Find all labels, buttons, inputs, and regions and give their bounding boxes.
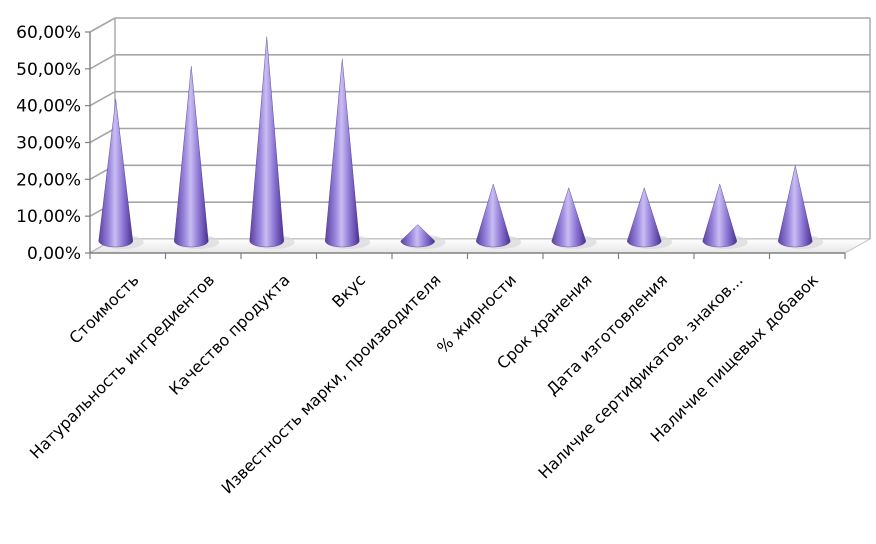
cone-2: [174, 66, 209, 248]
cone-1: [98, 99, 133, 248]
y-tick-label: 30,00%: [16, 134, 81, 154]
gridline-side: [89, 90, 116, 107]
y-tick-label: 40,00%: [16, 97, 81, 117]
y-tick-label: 50,00%: [16, 60, 81, 80]
gridline-side: [89, 54, 116, 70]
cone-7: [551, 187, 586, 248]
gridline-side: [89, 127, 116, 144]
y-tick-label: 20,00%: [16, 170, 81, 190]
category-label: Вкус: [328, 270, 369, 311]
tick-labels: 0,00% 10,00% 20,00% 30,00% 40,00% 50,00% 60,00…: [16, 23, 822, 497]
category-label: Наличие пищевых добавок: [647, 270, 823, 446]
cone-6: [476, 183, 511, 248]
y-tick-label: 60,00%: [16, 23, 81, 43]
data-cones: [98, 36, 824, 249]
cone-5: [400, 224, 435, 248]
cone-4: [325, 58, 360, 248]
cone-8: [627, 187, 662, 248]
category-label: Стоимость: [65, 270, 142, 347]
cone-3: [249, 36, 284, 248]
cone-10: [778, 165, 813, 248]
gridline-side: [89, 17, 116, 33]
cone-9: [702, 183, 737, 248]
y-tick-label: 10,00%: [16, 207, 81, 227]
gridlines: [89, 17, 871, 254]
y-tick-label: 0,00%: [27, 244, 81, 264]
